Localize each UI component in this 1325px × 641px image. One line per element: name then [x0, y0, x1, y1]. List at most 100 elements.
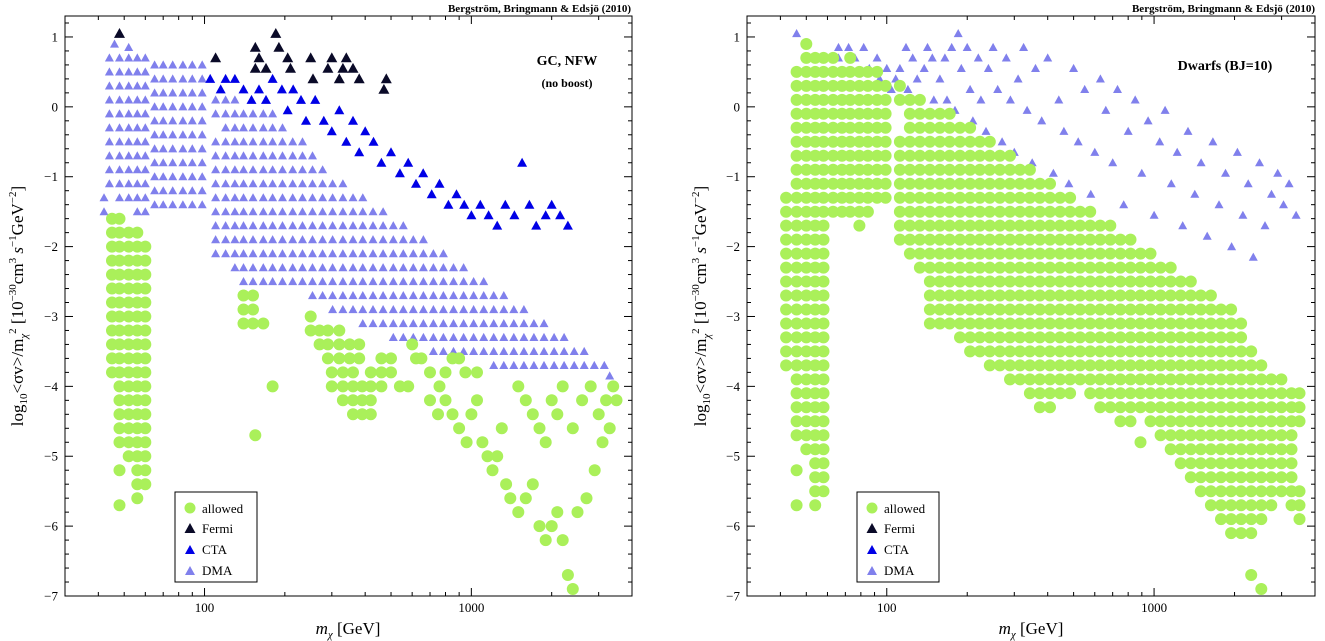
point-allowed [809, 219, 822, 232]
point-dma [239, 277, 248, 286]
point-dma [132, 151, 142, 160]
point-allowed [1174, 443, 1187, 456]
point-allowed [983, 359, 996, 372]
point-dma [268, 221, 278, 230]
point-allowed [809, 149, 822, 162]
point-dma [438, 263, 448, 272]
point-allowed [903, 205, 916, 218]
point-allowed [1285, 443, 1298, 456]
point-allowed [1064, 373, 1077, 386]
point-dma [248, 179, 258, 188]
point-allowed [954, 303, 966, 316]
point-cta [254, 84, 264, 94]
point-allowed [1104, 289, 1117, 302]
point-allowed [113, 380, 126, 393]
point-allowed [1134, 331, 1147, 344]
point-dma [499, 291, 509, 300]
point-dma [187, 172, 197, 181]
point-allowed [556, 534, 569, 547]
point-fermi [378, 83, 390, 94]
point-allowed [1265, 401, 1278, 414]
point-dma [211, 151, 221, 160]
point-allowed [1174, 401, 1187, 414]
point-dma [288, 193, 298, 202]
point-allowed [566, 422, 579, 435]
point-allowed [817, 457, 830, 470]
point-allowed [800, 79, 813, 92]
point-allowed [1204, 387, 1217, 400]
point-allowed [809, 387, 822, 400]
point-allowed [1245, 527, 1258, 540]
point-dma [348, 291, 358, 300]
point-dma [338, 207, 348, 216]
point-allowed [993, 205, 1006, 218]
point-allowed [827, 191, 840, 204]
point-allowed [1054, 205, 1067, 218]
point-allowed [1235, 345, 1248, 358]
point-dma [1160, 105, 1170, 114]
point-allowed [800, 107, 813, 120]
point-allowed [879, 107, 892, 120]
point-allowed [903, 177, 916, 190]
point-allowed [800, 443, 813, 456]
point-allowed [844, 93, 857, 106]
point-allowed [1265, 471, 1278, 484]
point-dma [268, 165, 278, 174]
point-allowed [333, 338, 346, 351]
point-allowed [1154, 317, 1167, 330]
point-dma [140, 123, 150, 132]
point-dma [278, 193, 287, 202]
point-allowed [933, 107, 946, 120]
point-allowed [983, 233, 996, 246]
point-dma [368, 221, 378, 230]
point-allowed [257, 317, 270, 330]
point-cta [376, 157, 387, 167]
point-allowed [1094, 233, 1107, 246]
point-allowed [1064, 317, 1077, 330]
point-dma [368, 305, 378, 314]
point-allowed [800, 387, 813, 400]
point-dma [449, 291, 458, 300]
point-allowed [1285, 471, 1298, 484]
point-dma [308, 277, 317, 286]
point-allowed [113, 366, 126, 379]
point-dma [308, 221, 317, 230]
point-dma [418, 277, 428, 286]
point-allowed [871, 93, 884, 106]
point-allowed [1134, 345, 1147, 358]
point-allowed [402, 380, 415, 393]
point-allowed [871, 177, 884, 190]
point-allowed [1154, 303, 1167, 316]
point-allowed [861, 177, 874, 190]
point-dma [318, 207, 328, 216]
point-allowed [1293, 513, 1306, 526]
point-allowed [790, 247, 803, 260]
point-dma [115, 81, 124, 90]
point-dma [178, 200, 188, 209]
point-dma [230, 123, 240, 132]
point-allowed [512, 506, 525, 519]
point-allowed [603, 422, 616, 435]
point-cta [500, 199, 511, 209]
point-allowed [861, 107, 874, 120]
point-allowed [903, 191, 916, 204]
point-allowed [1084, 373, 1097, 386]
point-allowed [1265, 429, 1278, 442]
point-allowed [1265, 387, 1278, 400]
point-allowed [790, 93, 803, 106]
point-allowed [844, 191, 857, 204]
point-allowed [809, 79, 822, 92]
point-allowed [519, 492, 532, 505]
point-allowed [347, 408, 359, 421]
point-allowed [1184, 471, 1197, 484]
point-allowed [983, 345, 996, 358]
point-allowed [1164, 275, 1177, 288]
point-allowed [1044, 331, 1056, 344]
point-dma [348, 235, 358, 244]
point-allowed [1014, 261, 1026, 274]
point-allowed [964, 233, 977, 246]
point-allowed [113, 352, 126, 365]
point-allowed [1054, 331, 1067, 344]
point-allowed [836, 93, 848, 106]
